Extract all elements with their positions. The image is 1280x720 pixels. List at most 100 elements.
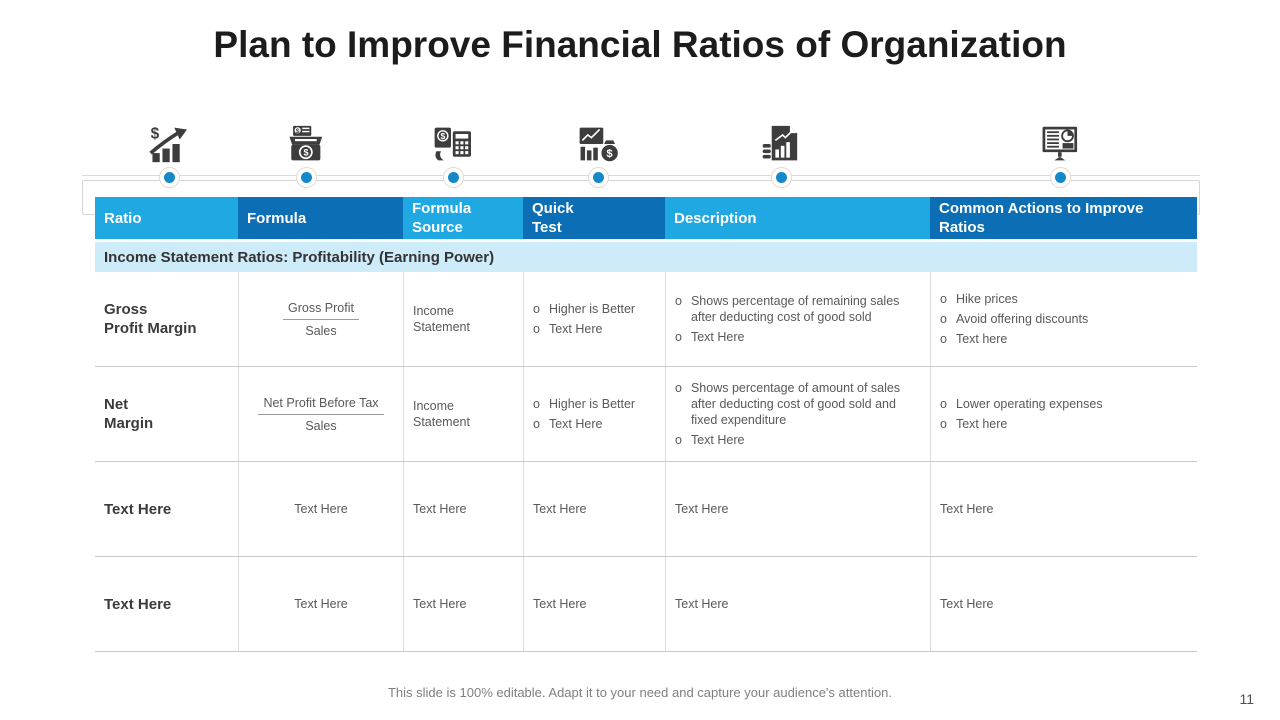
table-row: Text Here Text Here Text Here Text Here Text… xyxy=(95,557,1197,652)
bullet-text: Higher is Better xyxy=(548,397,636,411)
bullet-text: Avoid offering discounts xyxy=(955,312,1089,326)
bullet-item: o Text Here xyxy=(675,432,921,448)
icon-group-1: $ xyxy=(137,124,201,183)
cell-description: o Shows percentage of remaining sales aft… xyxy=(665,272,930,366)
presentation-chart-icon xyxy=(1042,126,1078,161)
cell-quick-test: o Higher is Better o Text Here xyxy=(523,367,665,461)
bullet-item: o Hike prices xyxy=(940,291,1188,307)
bullet-text: Shows percentage of amount of sales afte… xyxy=(690,381,901,427)
bullet-item: o Shows percentage of remaining sales aft… xyxy=(675,293,921,325)
table-body: Gross Profit Margin Gross Profit Sales Inco… xyxy=(95,272,1197,652)
cell-actions: o Lower operating expenses o Text here xyxy=(930,367,1197,461)
formula-numerator: Gross Profit xyxy=(283,300,359,320)
cell-description: o Shows percentage of amount of sales aft… xyxy=(665,367,930,461)
timeline-dot xyxy=(447,172,459,183)
placeholder-text: Text Here xyxy=(675,597,729,611)
bullet-marker: o xyxy=(675,330,682,344)
bullet-marker: o xyxy=(533,302,540,316)
cell-ratio: Text Here xyxy=(104,500,172,518)
bullet-item: o Text Here xyxy=(533,416,656,432)
timeline-dot xyxy=(163,172,175,183)
placeholder-text: Text Here xyxy=(533,597,587,611)
formula-denominator: Sales xyxy=(305,323,337,338)
bullet-text: Text here xyxy=(955,332,1008,346)
ratios-table: Ratio Formula Formula Source Quick Test … xyxy=(95,197,1197,652)
bullet-marker: o xyxy=(675,433,682,447)
bullet-text: Shows percentage of remaining sales afte… xyxy=(690,294,900,324)
cell-formula-source: Income Statement xyxy=(403,272,523,366)
cell-formula: Gross Profit Sales xyxy=(238,272,403,366)
bullet-item: o Text Here xyxy=(675,329,921,345)
formula-fraction: Gross Profit Sales xyxy=(283,300,359,339)
icon-group-4: $ xyxy=(566,124,630,183)
bullet-marker: o xyxy=(675,294,682,308)
section-header: Income Statement Ratios: Profitability (… xyxy=(95,242,1197,272)
col-header-description: Description xyxy=(665,197,930,239)
bullet-item: o Higher is Better xyxy=(533,301,656,317)
bullet-text: Higher is Better xyxy=(548,302,636,316)
icon-group-6 xyxy=(1028,124,1092,183)
bullet-item: o Text Here xyxy=(533,321,656,337)
table-row: Text Here Text Here Text Here Text Here Text… xyxy=(95,462,1197,557)
table-row: Net Margin Net Profit Before Tax Sales Inco… xyxy=(95,367,1197,462)
col-header-formula: Formula xyxy=(238,197,403,239)
col-header-quick-test: Quick Test xyxy=(523,197,665,239)
svg-text:$: $ xyxy=(441,131,446,141)
formula-denominator: Sales xyxy=(305,418,337,433)
icon-group-5 xyxy=(749,124,813,183)
cell-description: Text Here xyxy=(665,557,930,651)
bullet-marker: o xyxy=(533,322,540,336)
cell-actions: Text Here xyxy=(930,462,1197,556)
col-header-ratio: Ratio xyxy=(95,197,238,239)
cell-formula-source: Text Here xyxy=(403,462,523,556)
bullet-item: o Higher is Better xyxy=(533,396,656,412)
bullet-text: Text Here xyxy=(690,330,745,344)
cell-formula-source: Text Here xyxy=(403,557,523,651)
bullet-marker: o xyxy=(533,417,540,431)
cell-formula: Net Profit Before Tax Sales xyxy=(238,367,403,461)
bullet-marker: o xyxy=(940,292,947,306)
cell-formula-source: Income Statement xyxy=(403,367,523,461)
placeholder-text: Text Here xyxy=(940,502,994,516)
calculator-payment-icon: $ xyxy=(434,127,472,161)
table-row: Gross Profit Margin Gross Profit Sales Inco… xyxy=(95,272,1197,367)
cell-quick-test: o Higher is Better o Text Here xyxy=(523,272,665,366)
svg-text:$: $ xyxy=(607,148,613,160)
bullet-item: o Text here xyxy=(940,331,1188,347)
col-header-common-actions: Common Actions to Improve Ratios xyxy=(930,197,1197,239)
placeholder-text: Text Here xyxy=(675,502,729,516)
formula-text: Text Here xyxy=(294,502,348,516)
bullet-item: o Avoid offering discounts xyxy=(940,311,1188,327)
placeholder-text: Text Here xyxy=(533,502,587,516)
timeline-dot xyxy=(300,172,312,183)
bullet-item: o Shows percentage of amount of sales aft… xyxy=(675,380,921,428)
cell-ratio: Gross Profit Margin xyxy=(104,301,197,337)
svg-text:$: $ xyxy=(296,128,300,135)
financial-report-icon xyxy=(762,125,798,161)
money-growth-icon: $ xyxy=(149,126,188,163)
timeline-dot xyxy=(775,172,787,183)
cell-description: Text Here xyxy=(665,462,930,556)
bullet-item: o Lower operating expenses xyxy=(940,396,1188,412)
bullet-text: Lower operating expenses xyxy=(955,397,1103,411)
cell-ratio: Net Margin xyxy=(104,396,154,432)
icon-group-2: $ $ xyxy=(274,124,338,183)
financial-analysis-icon: $ xyxy=(579,127,618,162)
svg-text:$: $ xyxy=(304,147,309,157)
bullet-text: Text Here xyxy=(690,433,745,447)
svg-text:$: $ xyxy=(151,126,160,143)
icon-group-3: $ xyxy=(421,124,485,183)
bullet-marker: o xyxy=(940,312,947,326)
bullet-text: Text Here xyxy=(548,417,603,431)
bullet-text: Hike prices xyxy=(955,292,1018,306)
bullet-marker: o xyxy=(940,332,947,346)
cell-actions: Text Here xyxy=(930,557,1197,651)
formula-numerator: Net Profit Before Tax xyxy=(258,395,384,415)
cell-actions: o Hike prices o Avoid offering discounts o Te… xyxy=(930,272,1197,366)
bullet-item: o Text here xyxy=(940,416,1188,432)
footer-note: This slide is 100% editable. Adapt it to… xyxy=(387,685,893,700)
page-title: Plan to Improve Financial Ratios of Orga… xyxy=(213,24,1067,65)
formula-text: Text Here xyxy=(294,597,348,611)
bullet-marker: o xyxy=(940,397,947,411)
timeline-dot xyxy=(592,172,604,183)
